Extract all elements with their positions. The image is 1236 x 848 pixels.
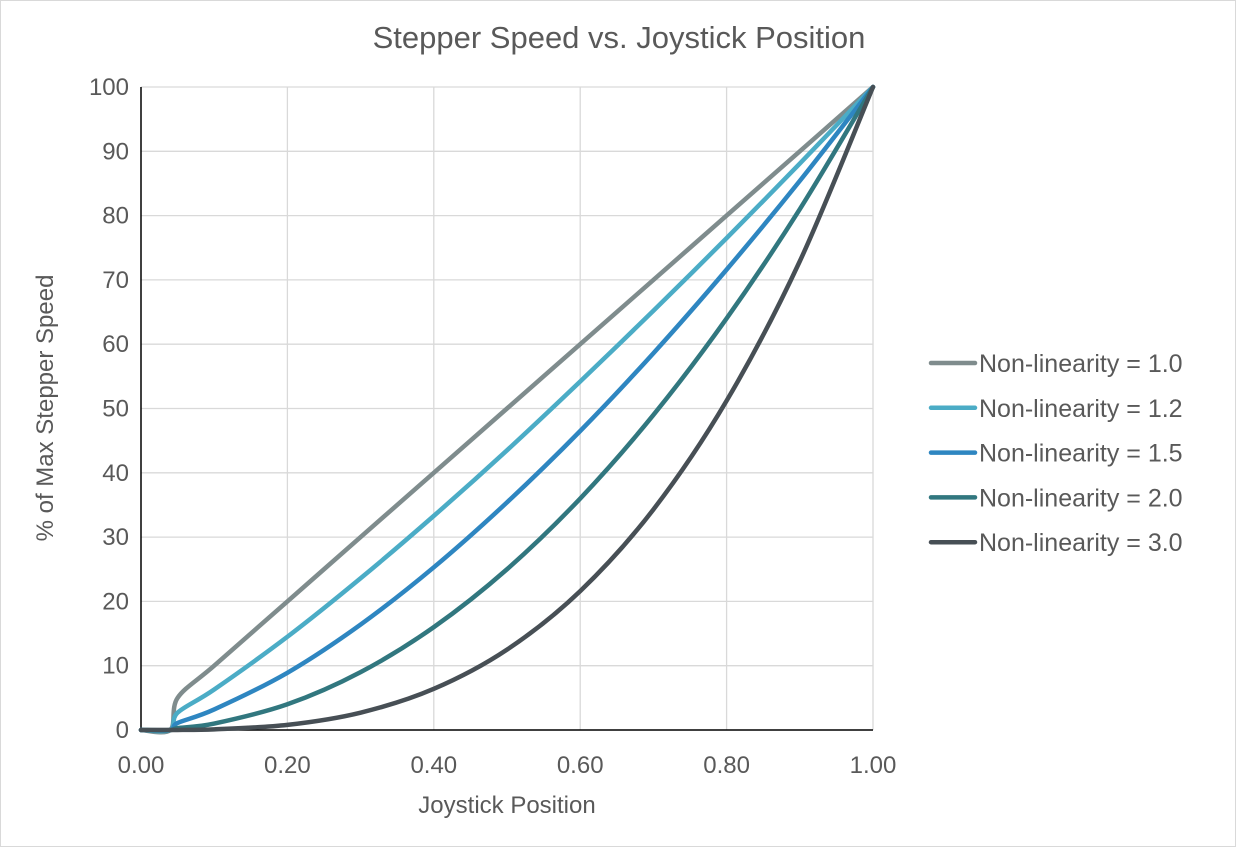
y-axis-label: % of Max Stepper Speed <box>32 275 59 542</box>
axes-layer <box>140 87 873 731</box>
legend-label: Non-linearity = 3.0 <box>979 529 1183 557</box>
legend-item-nonlinearity-10: Non-linearity = 1.0 <box>928 350 1183 378</box>
y-tick-label: 80 <box>102 203 129 230</box>
legend-label: Non-linearity = 1.0 <box>979 350 1183 378</box>
x-axis-label: Joystick Position <box>418 792 595 819</box>
y-tick-label: 70 <box>102 267 129 294</box>
y-tick-label: 0 <box>116 717 129 744</box>
y-tick-label: 30 <box>102 524 129 551</box>
x-tick-label: 0.60 <box>557 752 604 779</box>
legend-label: Non-linearity = 2.0 <box>979 484 1183 512</box>
series-line-nonlinearity-12 <box>138 84 876 734</box>
legend-item-nonlinearity-20: Non-linearity = 2.0 <box>928 484 1183 512</box>
y-tick-label: 90 <box>102 138 129 165</box>
y-tick-label: 100 <box>89 74 129 101</box>
series-line-nonlinearity-10 <box>138 84 876 735</box>
series-layer <box>138 84 876 735</box>
y-tick-label: 10 <box>102 653 129 680</box>
x-tick-label: 1.00 <box>850 752 897 779</box>
series-line-nonlinearity-20 <box>138 84 876 733</box>
legend-label: Non-linearity = 1.2 <box>979 395 1183 423</box>
x-tick-label: 0.20 <box>264 752 311 779</box>
x-tick-label: 0.00 <box>118 752 165 779</box>
x-tick-label: 0.40 <box>410 752 457 779</box>
legend-label: Non-linearity = 1.5 <box>979 440 1183 468</box>
legend-item-nonlinearity-12: Non-linearity = 1.2 <box>928 395 1183 423</box>
tick-label-layer: 0 10 20 30 40 50 60 70 80 90 100 0.00 0.20 0.40 0.60 0.… <box>89 74 896 779</box>
y-tick-label: 20 <box>102 588 129 615</box>
legend-item-nonlinearity-30: Non-linearity = 3.0 <box>928 529 1183 557</box>
chart-title: Stepper Speed vs. Joystick Position <box>373 20 866 55</box>
series-line-nonlinearity-15 <box>138 84 876 733</box>
y-tick-label: 50 <box>102 396 129 423</box>
legend: Non-linearity = 1.0 Non-linearity = 1.2 No… <box>928 350 1183 557</box>
legend-item-nonlinearity-15: Non-linearity = 1.5 <box>928 440 1183 468</box>
y-tick-label: 60 <box>102 331 129 358</box>
x-tick-label: 0.80 <box>703 752 750 779</box>
y-tick-label: 40 <box>102 460 129 487</box>
series-line-nonlinearity-30 <box>138 84 876 733</box>
